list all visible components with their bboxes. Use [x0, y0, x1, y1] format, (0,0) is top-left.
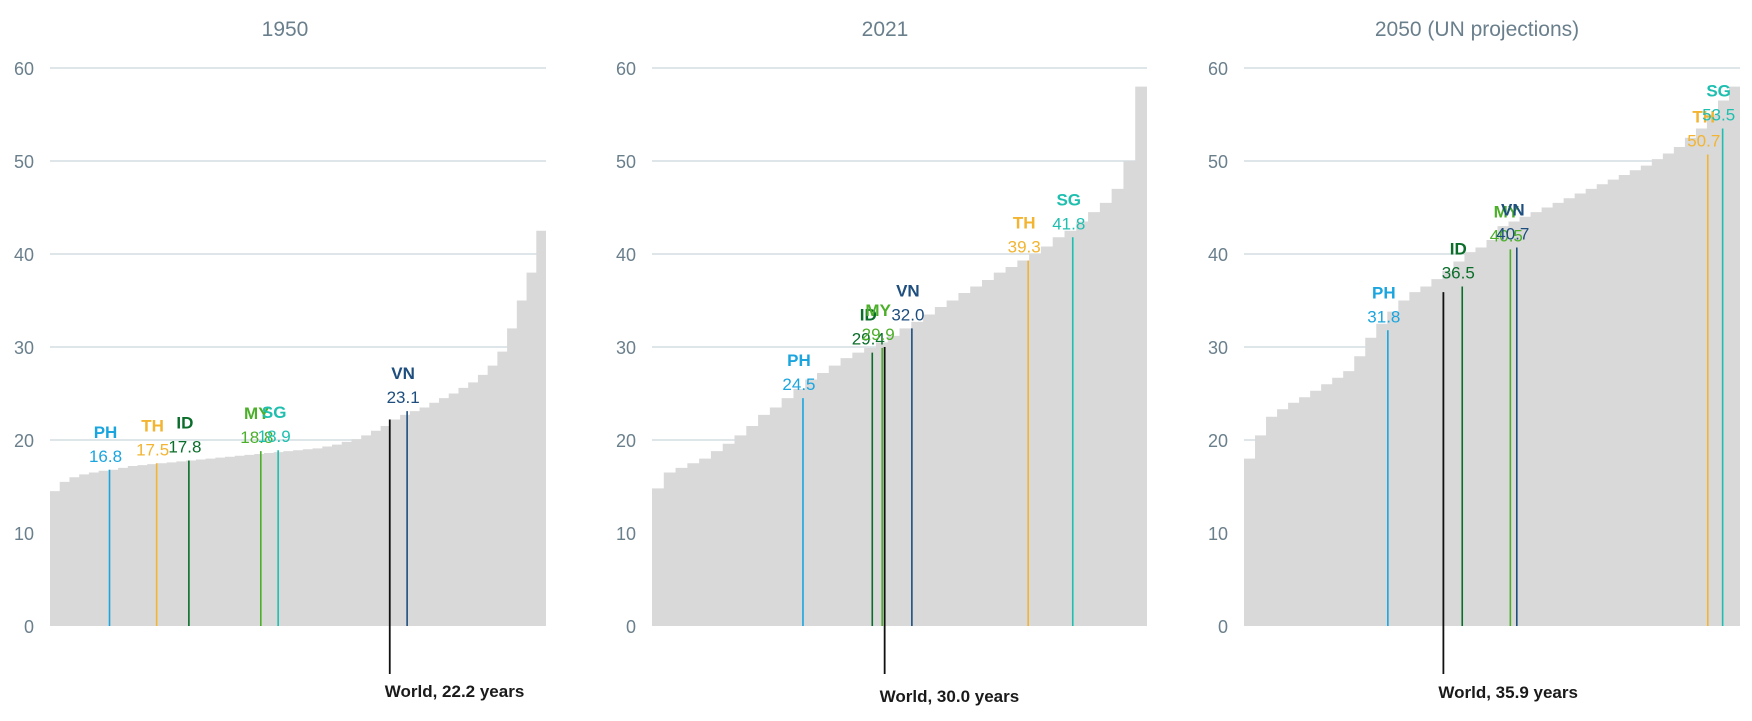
panel-2-ytick-20: 20 [1208, 431, 1228, 451]
panel-2-ytick-10: 10 [1208, 524, 1228, 544]
panel-1-country-value-sg: 41.8 [1052, 214, 1085, 233]
panel-2-title: 2050 (UN projections) [1375, 18, 1579, 41]
panel-0-country-code-my: MY [244, 404, 270, 423]
panel-1-country-code-vn: VN [896, 281, 920, 300]
panel-0-country-code-vn: VN [391, 364, 415, 383]
panel-2-ytick-30: 30 [1208, 338, 1228, 358]
panel-2-country-code-my: MY [1494, 202, 1520, 221]
panel-0-country-code-id: ID [176, 413, 193, 432]
panel-1-country-code-sg: SG [1056, 190, 1081, 209]
panel-0-ytick-50: 50 [14, 152, 34, 172]
panel-1-country-code-my: MY [865, 301, 891, 320]
panel-1-ytick-50: 50 [616, 152, 636, 172]
panel-2-world-label: World, 35.9 years [1438, 683, 1578, 702]
panel-2-ytick-0: 0 [1218, 617, 1228, 637]
panel-1-ytick-10: 10 [616, 524, 636, 544]
panel-0-country-value-th: 17.5 [136, 440, 169, 459]
panel-0-country-value-ph: 16.8 [89, 447, 122, 466]
panel-2-ytick-40: 40 [1208, 245, 1228, 265]
panel-0-ytick-60: 60 [14, 59, 34, 79]
panel-2-country-value-th: 50.7 [1687, 131, 1720, 150]
panel-1-world-label: World, 30.0 years [880, 687, 1020, 706]
panel-0-country-code-sg: SG [262, 403, 287, 422]
panel-0-ytick-30: 30 [14, 338, 34, 358]
panel-2-ytick-50: 50 [1208, 152, 1228, 172]
panel-2-country-code-ph: PH [1372, 283, 1396, 302]
panel-0-world-label: World, 22.2 years [385, 682, 525, 701]
panel-1-ytick-30: 30 [616, 338, 636, 358]
panel-2-country-value-vn: 40.7 [1496, 224, 1529, 243]
panel-1-title: 2021 [862, 18, 909, 41]
panel-1-country-value-id: 29.4 [852, 330, 885, 349]
panel-1-ytick-40: 40 [616, 245, 636, 265]
panel-0-country-value-my: 18.8 [240, 428, 273, 447]
panel-2-country-code-id: ID [1450, 240, 1467, 259]
panel-1-ytick-20: 20 [616, 431, 636, 451]
panel-2-country-value-sg: 53.5 [1702, 105, 1735, 124]
panel-0-ytick-40: 40 [14, 245, 34, 265]
panel-1-country-distribution-area [652, 86, 1147, 627]
panel-1-country-value-vn: 32.0 [891, 305, 924, 324]
panel-1-country-value-my: 29.9 [862, 325, 895, 344]
panel-2-country-value-ph: 31.8 [1367, 307, 1400, 326]
panel-2-ytick-60: 60 [1208, 59, 1228, 79]
panel-0-title: 1950 [262, 18, 309, 41]
panel-0-ytick-0: 0 [24, 617, 34, 637]
panel-2-country-value-my: 40.5 [1490, 226, 1523, 245]
panel-2-country-value-id: 36.5 [1442, 264, 1475, 283]
panel-2-country-code-th: TH [1692, 107, 1715, 126]
panel-1-country-value-th: 39.3 [1008, 238, 1041, 257]
panel-0-country-code-ph: PH [94, 423, 118, 442]
panel-0-country-code-th: TH [141, 416, 164, 435]
panel-2-country-code-vn: VN [1501, 200, 1525, 219]
panel-1-country-code-ph: PH [787, 351, 811, 370]
panel-2-country-code-sg: SG [1706, 81, 1731, 100]
panel-0-ytick-20: 20 [14, 431, 34, 451]
panel-0-ytick-10: 10 [14, 524, 34, 544]
panel-2-country-distribution-area [1244, 86, 1740, 627]
panel-0-country-distribution-area [50, 230, 546, 626]
panel-1-country-code-th: TH [1013, 214, 1036, 233]
panel-1-ytick-0: 0 [626, 617, 636, 637]
panel-1-country-code-id: ID [860, 306, 877, 325]
panel-0-country-value-id: 17.8 [168, 437, 201, 456]
panel-1-ytick-60: 60 [616, 59, 636, 79]
panel-1-country-value-ph: 24.5 [782, 375, 815, 394]
panel-0-country-value-vn: 23.1 [387, 388, 420, 407]
panel-0-country-value-sg: 18.9 [258, 427, 291, 446]
